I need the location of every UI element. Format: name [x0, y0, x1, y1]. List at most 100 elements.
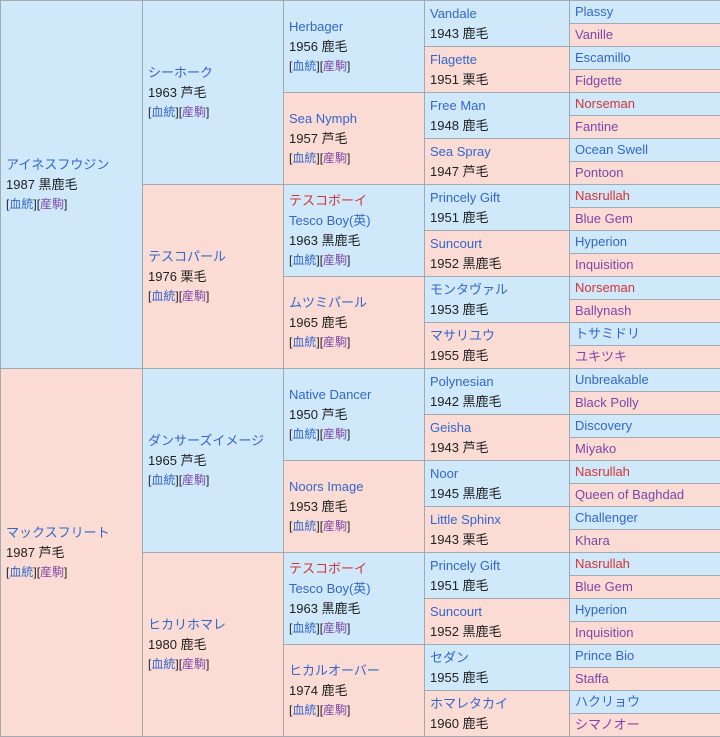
horse-name[interactable]: Sea Spray — [430, 142, 564, 162]
horse-name[interactable]: アイネスフウジン — [6, 155, 137, 175]
horse-name[interactable]: ムツミパール — [289, 293, 419, 313]
pedigree-link[interactable]: 血統 — [9, 197, 33, 211]
horse-name[interactable]: シマノオー — [575, 715, 715, 735]
offspring-link[interactable]: 産駒 — [323, 519, 347, 533]
horse-name[interactable]: マックスフリート — [6, 523, 137, 543]
horse-name[interactable]: テスコパール — [148, 247, 278, 267]
offspring-link[interactable]: 産駒 — [40, 565, 64, 579]
pedigree-link[interactable]: 血統 — [151, 105, 175, 119]
horse-name[interactable]: Hyperion — [575, 232, 715, 252]
pedigree-link[interactable]: 血統 — [292, 427, 316, 441]
offspring-link[interactable]: 産駒 — [323, 621, 347, 635]
pedigree-link[interactable]: 血統 — [292, 703, 316, 717]
horse-name[interactable]: Challenger — [575, 508, 715, 528]
horse-name[interactable]: Unbreakable — [575, 370, 715, 390]
horse-name[interactable]: Blue Gem — [575, 577, 715, 597]
pedigree-link[interactable]: 血統 — [292, 59, 316, 73]
horse-name[interactable]: Sea Nymph — [289, 109, 419, 129]
horse-name[interactable]: Suncourt — [430, 234, 564, 254]
offspring-link[interactable]: 産駒 — [323, 703, 347, 717]
pedigree-cell-gen5: Hyperion — [570, 599, 720, 622]
horse-name[interactable]: Blue Gem — [575, 209, 715, 229]
horse-name[interactable]: Free Man — [430, 96, 564, 116]
horse-name[interactable]: マサリユウ — [430, 326, 564, 346]
horse-name[interactable]: テスコボーイ — [289, 191, 419, 211]
pedigree-link[interactable]: 血統 — [292, 335, 316, 349]
pedigree-link[interactable]: 血統 — [151, 289, 175, 303]
horse-name[interactable]: ハクリョウ — [575, 692, 715, 712]
horse-name[interactable]: Black Polly — [575, 393, 715, 413]
horse-name[interactable]: Inquisition — [575, 623, 715, 643]
pedigree-link[interactable]: 血統 — [9, 565, 33, 579]
horse-name[interactable]: Plassy — [575, 2, 715, 22]
horse-name-english[interactable]: Tesco Boy(英) — [289, 211, 419, 231]
horse-name[interactable]: ユキツキ — [575, 347, 715, 367]
horse-name[interactable]: Pontoon — [575, 163, 715, 183]
offspring-link[interactable]: 産駒 — [182, 473, 206, 487]
horse-name[interactable]: Ocean Swell — [575, 140, 715, 160]
horse-name[interactable]: シーホーク — [148, 63, 278, 83]
horse-name[interactable]: Little Sphinx — [430, 510, 564, 530]
horse-name[interactable]: ホマレタカイ — [430, 694, 564, 714]
horse-name[interactable]: Miyako — [575, 439, 715, 459]
pedigree-link[interactable]: 血統 — [151, 473, 175, 487]
horse-name[interactable]: Vandale — [430, 4, 564, 24]
horse-name[interactable]: Norseman — [575, 94, 715, 114]
offspring-link[interactable]: 産駒 — [323, 253, 347, 267]
horse-name[interactable]: Flagette — [430, 50, 564, 70]
horse-name[interactable]: Ballynash — [575, 301, 715, 321]
pedigree-link[interactable]: 血統 — [151, 657, 175, 671]
horse-name[interactable]: Noors Image — [289, 477, 419, 497]
horse-name[interactable]: Inquisition — [575, 255, 715, 275]
offspring-link[interactable]: 産駒 — [182, 289, 206, 303]
horse-name[interactable]: Hyperion — [575, 600, 715, 620]
horse-name[interactable]: Native Dancer — [289, 385, 419, 405]
horse-name[interactable]: Noor — [430, 464, 564, 484]
horse-name[interactable]: Staffa — [575, 669, 715, 689]
horse-name[interactable]: Princely Gift — [430, 556, 564, 576]
offspring-link[interactable]: 産駒 — [323, 335, 347, 349]
horse-name[interactable]: Vanille — [575, 25, 715, 45]
horse-name[interactable]: Fidgette — [575, 71, 715, 91]
horse-name-english[interactable]: Tesco Boy(英) — [289, 579, 419, 599]
pedigree-cell-gen5: ユキツキ — [570, 346, 720, 369]
offspring-link[interactable]: 産駒 — [182, 105, 206, 119]
pedigree-link[interactable]: 血統 — [292, 151, 316, 165]
horse-name[interactable]: ダンサーズイメージ — [148, 431, 278, 451]
horse-name[interactable]: Herbager — [289, 17, 419, 37]
horse-name[interactable]: Escamillo — [575, 48, 715, 68]
horse-name[interactable]: Khara — [575, 531, 715, 551]
offspring-link[interactable]: 産駒 — [323, 427, 347, 441]
horse-name[interactable]: Queen of Baghdad — [575, 485, 715, 505]
bracket: ] — [206, 657, 209, 671]
horse-name[interactable]: モンタヴァル — [430, 280, 564, 300]
horse-name[interactable]: Nasrullah — [575, 462, 715, 482]
horse-name[interactable]: Norseman — [575, 278, 715, 298]
horse-name[interactable]: Geisha — [430, 418, 564, 438]
pedigree-link[interactable]: 血統 — [292, 519, 316, 533]
horse-name[interactable]: Nasrullah — [575, 186, 715, 206]
horse-name[interactable]: セダン — [430, 648, 564, 668]
horse-name[interactable]: Prince Bio — [575, 646, 715, 666]
horse-name[interactable]: Nasrullah — [575, 554, 715, 574]
horse-name[interactable]: トサミドリ — [575, 324, 715, 344]
horse-name[interactable]: Suncourt — [430, 602, 564, 622]
horse-name[interactable]: ヒカリホマレ — [148, 615, 278, 635]
offspring-link[interactable]: 産駒 — [182, 657, 206, 671]
pedigree-link[interactable]: 血統 — [292, 253, 316, 267]
horse-name[interactable]: Discovery — [575, 416, 715, 436]
pedigree-link[interactable]: 血統 — [292, 621, 316, 635]
horse-year-coat: 1947 芦毛 — [430, 162, 564, 182]
horse-name[interactable]: Fantine — [575, 117, 715, 137]
offspring-link[interactable]: 産駒 — [40, 197, 64, 211]
horse-name[interactable]: テスコボーイ — [289, 559, 419, 579]
offspring-link[interactable]: 産駒 — [323, 151, 347, 165]
horse-name[interactable]: Polynesian — [430, 372, 564, 392]
horse-year-coat: 1987 黒鹿毛 — [6, 175, 137, 195]
horse-name[interactable]: ヒカルオーバー — [289, 661, 419, 681]
horse-name[interactable]: Princely Gift — [430, 188, 564, 208]
offspring-link[interactable]: 産駒 — [323, 59, 347, 73]
